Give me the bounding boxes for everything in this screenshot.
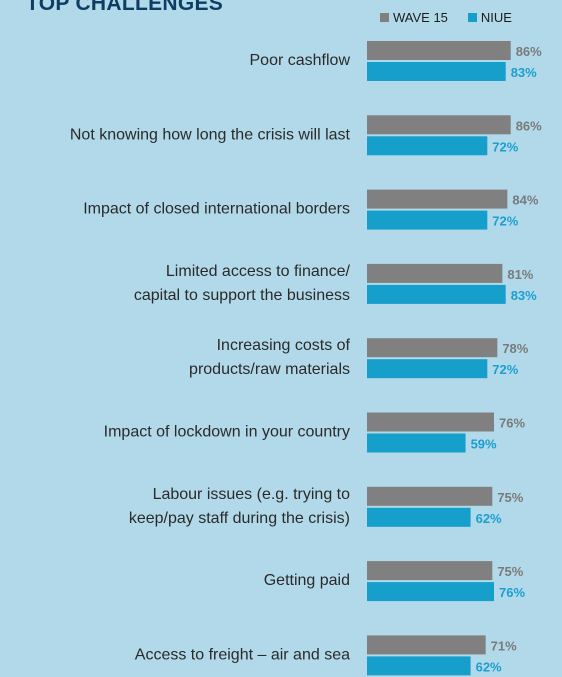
bar-group: Impact of closed international borders 84… <box>83 189 539 230</box>
value-label-niue: 83% <box>511 65 537 80</box>
value-label-wave15: 76% <box>499 416 525 431</box>
chart-title: TOP CHALLENGES <box>26 0 224 15</box>
bar-group: Limited access to finance/capital to sup… <box>134 263 537 304</box>
value-label-wave15: 86% <box>516 44 542 59</box>
category-label: Limited access to finance/ <box>166 263 351 280</box>
bar-niue <box>367 582 494 602</box>
value-label-niue: 83% <box>511 288 537 303</box>
bar-wave15 <box>367 635 486 655</box>
bar-group: Poor cashflow 86% 83% <box>250 41 542 81</box>
bar-group: Getting paid 75% 76% <box>264 561 525 602</box>
bar-niue <box>367 136 488 156</box>
legend-swatch-niue <box>467 13 477 22</box>
bar-niue <box>367 433 466 453</box>
legend-swatch-wave15 <box>380 13 389 22</box>
value-label-wave15: 75% <box>497 564 523 579</box>
value-label-wave15: 75% <box>497 490 523 505</box>
value-label-wave15: 86% <box>516 118 542 133</box>
chart-legend: WAVE 15 NIUE <box>380 10 512 25</box>
bar-niue <box>367 210 488 230</box>
bar-group: Increasing costs of products/raw material… <box>189 337 529 379</box>
value-label-wave15: 84% <box>512 193 538 208</box>
category-label: keep/pay staff during the crisis) <box>129 510 350 527</box>
value-label-niue: 62% <box>476 511 502 526</box>
category-label: Impact of lockdown in your country <box>104 424 350 441</box>
bar-group: Impact of lockdown in your country 76%59% <box>104 412 525 453</box>
bar-wave15 <box>367 115 511 135</box>
value-label-niue: 76% <box>499 585 525 600</box>
bar-niue <box>367 656 471 676</box>
bar-niue <box>367 284 506 304</box>
category-label: Getting paid <box>264 572 350 589</box>
category-label: products/raw materials <box>189 361 350 378</box>
bar-group: Access to freight – air and sea 71% 62% <box>135 635 517 676</box>
bar-group: Not knowing how long the crisis will las… <box>70 115 542 156</box>
category-label: Poor cashflow <box>250 52 351 69</box>
category-label: Labour issues (e.g. trying to <box>153 486 351 503</box>
value-label-niue: 72% <box>492 362 518 377</box>
category-label: capital to support the business <box>134 287 350 304</box>
legend-label-wave15: WAVE 15 <box>393 10 448 25</box>
value-label-niue: 59% <box>471 437 497 452</box>
bar-niue <box>367 507 471 527</box>
legend-label-niue: NIUE <box>480 10 512 25</box>
category-label: Access to freight – air and sea <box>135 646 350 663</box>
category-label: Impact of closed international borders <box>83 201 350 218</box>
category-label: Not knowing how long the crisis will las… <box>70 126 351 143</box>
bar-niue <box>367 62 506 81</box>
bar-group: Labour issues (e.g. trying to keep/pay st… <box>129 486 524 527</box>
bar-wave15 <box>367 338 498 358</box>
value-label-wave15: 71% <box>491 638 517 653</box>
value-label-niue: 72% <box>492 139 518 154</box>
bar-wave15 <box>367 263 503 283</box>
bar-wave15 <box>367 189 508 209</box>
bar-wave15 <box>367 412 494 432</box>
value-label-niue: 72% <box>492 214 518 229</box>
category-label: Increasing costs of <box>217 337 351 354</box>
value-label-wave15: 78% <box>502 341 528 356</box>
bar-wave15 <box>367 41 511 60</box>
bar-wave15 <box>367 486 493 506</box>
value-label-wave15: 81% <box>507 267 533 282</box>
legend-item-niue: NIUE <box>467 10 512 25</box>
bar-niue <box>367 359 488 379</box>
value-label-niue: 62% <box>476 659 502 674</box>
legend-item-wave15: WAVE 15 <box>380 10 448 25</box>
bar-wave15 <box>367 561 493 581</box>
